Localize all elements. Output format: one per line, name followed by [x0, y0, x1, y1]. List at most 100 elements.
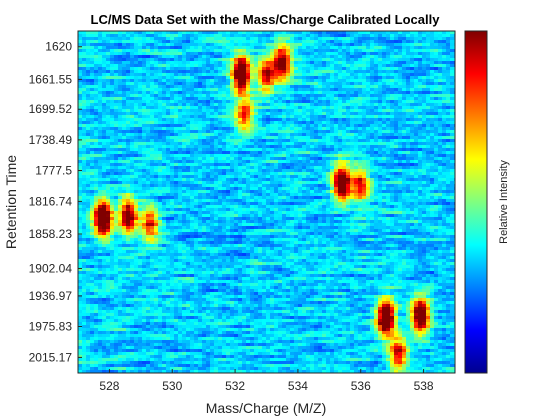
heatmap-cell	[90, 187, 94, 190]
heatmap-cell	[290, 34, 294, 37]
heatmap-cell	[106, 133, 110, 136]
heatmap-cell	[130, 160, 134, 163]
heatmap-cell	[278, 76, 282, 79]
heatmap-cell	[186, 145, 190, 148]
heatmap-cell	[210, 172, 214, 175]
heatmap-cell	[430, 178, 434, 181]
heatmap-cell	[438, 160, 442, 163]
heatmap-cell	[350, 106, 354, 109]
heatmap-cell	[98, 136, 102, 139]
heatmap-cell	[82, 88, 86, 91]
heatmap-cell	[98, 160, 102, 163]
heatmap-cell	[386, 64, 390, 67]
heatmap-cell	[386, 49, 390, 52]
heatmap-cell	[178, 166, 182, 169]
heatmap-cell	[134, 52, 138, 55]
heatmap-cell	[306, 82, 310, 85]
heatmap-cell	[86, 118, 90, 121]
heatmap-cell	[222, 142, 226, 145]
heatmap-cell	[78, 187, 82, 190]
heatmap-cell	[230, 31, 234, 34]
heatmap-cell	[334, 115, 338, 118]
heatmap-cell	[290, 67, 294, 70]
heatmap-cell	[426, 148, 430, 151]
heatmap-cell	[366, 88, 370, 91]
heatmap-cell	[414, 79, 418, 82]
heatmap-cell	[250, 121, 254, 124]
heatmap-cell	[442, 118, 446, 121]
heatmap-cell	[150, 166, 154, 169]
heatmap-cell	[190, 58, 194, 61]
heatmap-cell	[342, 121, 346, 124]
heatmap-cell	[134, 109, 138, 112]
heatmap-cell	[106, 73, 110, 76]
heatmap-cell	[110, 136, 114, 139]
heatmap-cell	[334, 112, 338, 115]
heatmap-cell	[130, 157, 134, 160]
heatmap-cell	[310, 139, 314, 142]
heatmap-cell	[246, 52, 250, 55]
heatmap-cell	[146, 64, 150, 67]
heatmap-cell	[302, 157, 306, 160]
heatmap-cell	[306, 115, 310, 118]
heatmap-cell	[278, 178, 282, 181]
heatmap-cell	[182, 85, 186, 88]
heatmap-cell	[138, 82, 142, 85]
heatmap-cell	[122, 43, 126, 46]
heatmap-cell	[450, 67, 454, 70]
heatmap-cell	[102, 175, 106, 178]
heatmap-cell	[150, 142, 154, 145]
heatmap-cell	[302, 34, 306, 37]
heatmap-cell	[182, 37, 186, 40]
heatmap-cell	[338, 115, 342, 118]
heatmap-cell	[330, 133, 334, 136]
heatmap-cell	[246, 37, 250, 40]
heatmap-cell	[302, 76, 306, 79]
heatmap-cell	[442, 139, 446, 142]
heatmap-cell	[342, 133, 346, 136]
heatmap-cell	[114, 130, 118, 133]
heatmap-cell	[306, 64, 310, 67]
heatmap-cell	[394, 67, 398, 70]
heatmap-cell	[394, 82, 398, 85]
heatmap-cell	[298, 145, 302, 148]
heatmap-cell	[318, 61, 322, 64]
heatmap-cell	[434, 133, 438, 136]
heatmap-cell	[414, 52, 418, 55]
heatmap-cell	[214, 34, 218, 37]
heatmap-cell	[438, 181, 442, 184]
heatmap-cell	[118, 88, 122, 91]
heatmap-cell	[194, 130, 198, 133]
heatmap-cell	[350, 151, 354, 154]
heatmap-cell	[366, 130, 370, 133]
heatmap-cell	[270, 166, 274, 169]
heatmap-cell	[378, 106, 382, 109]
heatmap-cell	[390, 181, 394, 184]
heatmap-cell	[246, 178, 250, 181]
heatmap-cell	[422, 142, 426, 145]
heatmap-cell	[198, 178, 202, 181]
heatmap-cell	[210, 85, 214, 88]
heatmap-cell	[350, 148, 354, 151]
heatmap-cell	[398, 61, 402, 64]
heatmap-cell	[222, 88, 226, 91]
heatmap-cell	[98, 88, 102, 91]
heatmap-cell	[354, 73, 358, 76]
heatmap-cell	[266, 43, 270, 46]
heatmap-cell	[366, 82, 370, 85]
heatmap-cell	[142, 91, 146, 94]
heatmap-cell	[122, 64, 126, 67]
heatmap-cell	[142, 43, 146, 46]
heatmap-cell	[374, 79, 378, 82]
heatmap-cell	[342, 163, 346, 166]
heatmap-cell	[426, 79, 430, 82]
heatmap-cell	[350, 67, 354, 70]
heatmap-cell	[406, 121, 410, 124]
heatmap-cell	[194, 40, 198, 43]
heatmap-cell	[446, 88, 450, 91]
heatmap-cell	[390, 184, 394, 187]
heatmap-cell	[274, 43, 278, 46]
heatmap-cell	[422, 82, 426, 85]
heatmap-cell	[218, 148, 222, 151]
